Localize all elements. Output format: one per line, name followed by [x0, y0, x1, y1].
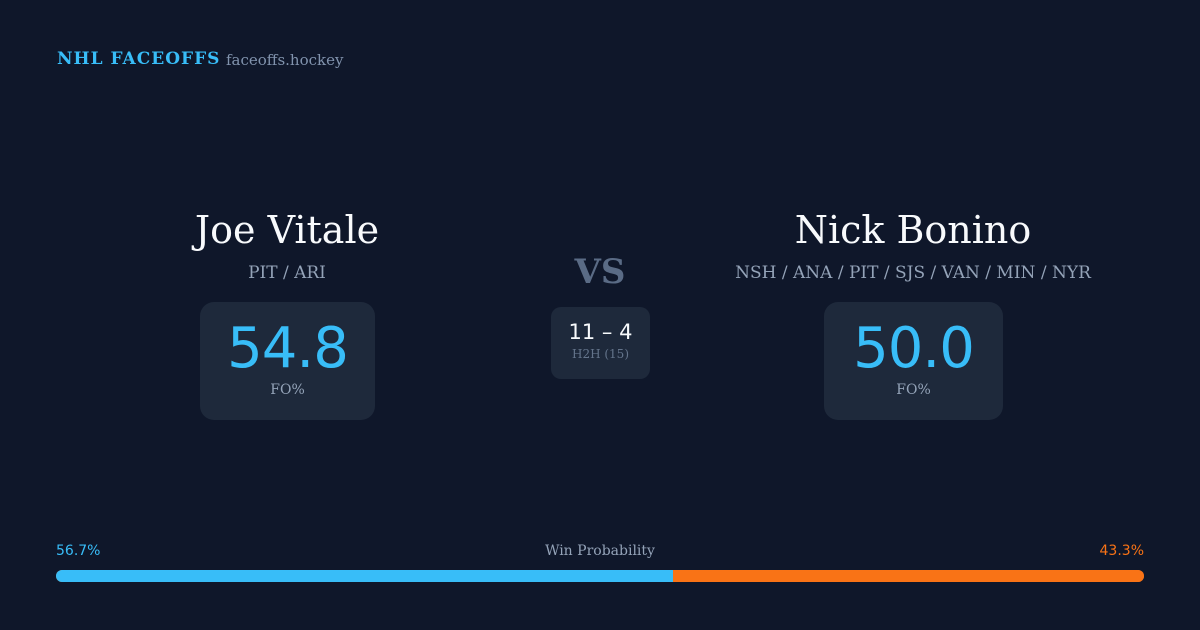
player2-name: Nick Bonino [794, 208, 1032, 252]
player1-fo-label: FO% [270, 382, 305, 398]
win-prob-label: Win Probability [545, 543, 655, 559]
h2h-card: 11 – 4 H2H (15) [551, 307, 650, 379]
brand-title: NHL FACEOFFS [57, 49, 221, 69]
player1-fo-pct: 54.8 [227, 316, 349, 381]
player2-fo-card: 50.0 FO% [824, 302, 1003, 420]
vs-label: VS [574, 252, 626, 292]
win-prob-bar [56, 570, 1144, 582]
h2h-label: H2H (15) [571, 347, 629, 361]
player1-teams: PIT / ARI [248, 263, 326, 283]
p1-win-prob-fill [56, 570, 673, 582]
p1-win-prob: 56.7% [56, 543, 101, 559]
p2-win-prob: 43.3% [1099, 543, 1144, 559]
player1-name: Joe Vitale [194, 208, 380, 252]
player2-fo-pct: 50.0 [853, 316, 975, 381]
p2-win-prob-fill [672, 570, 1144, 582]
site-domain: faceoffs.hockey [226, 51, 344, 69]
player2-fo-label: FO% [896, 382, 931, 398]
player1-fo-card: 54.8 FO% [200, 302, 375, 420]
player2-teams: NSH / ANA / PIT / SJS / VAN / MIN / NYR [735, 263, 1091, 283]
h2h-score: 11 – 4 [568, 320, 633, 344]
